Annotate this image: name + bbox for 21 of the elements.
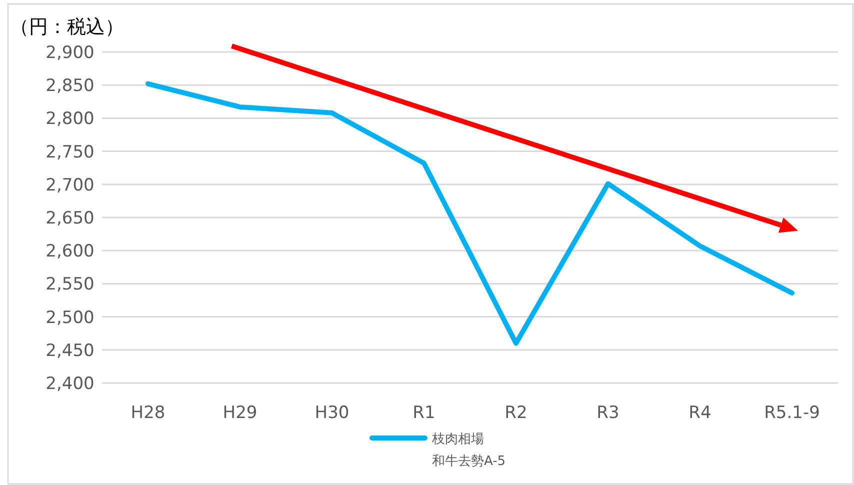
x-tick-label: H28 bbox=[130, 403, 166, 423]
y-tick-label: 2,600 bbox=[46, 242, 94, 262]
y-tick-label: 2,550 bbox=[46, 274, 94, 295]
x-tick-label: R2 bbox=[504, 403, 528, 423]
y-tick-label: 2,450 bbox=[46, 340, 94, 361]
x-tick-label: R4 bbox=[688, 403, 712, 423]
x-tick-label: R3 bbox=[596, 403, 620, 423]
y-tick-label: 2,700 bbox=[46, 175, 94, 196]
y-tick-label: 2,650 bbox=[46, 208, 94, 228]
y-tick-label: 2,800 bbox=[46, 109, 94, 130]
y-tick-label: 2,400 bbox=[46, 374, 94, 394]
x-tick-label: H29 bbox=[222, 403, 258, 423]
y-axis-title: （円：税込） bbox=[10, 16, 124, 38]
y-tick-label: 2,500 bbox=[46, 308, 94, 328]
y-tick-label: 2,900 bbox=[46, 43, 94, 63]
x-tick-label: H30 bbox=[314, 403, 350, 423]
x-tick-label: R5.1-9 bbox=[764, 403, 820, 423]
x-tick-label: R1 bbox=[412, 403, 436, 423]
y-tick-label: 2,850 bbox=[46, 76, 94, 96]
legend-label: 枝肉相場和牛去勢A-5 bbox=[431, 432, 506, 469]
y-tick-label: 2,750 bbox=[46, 142, 94, 162]
